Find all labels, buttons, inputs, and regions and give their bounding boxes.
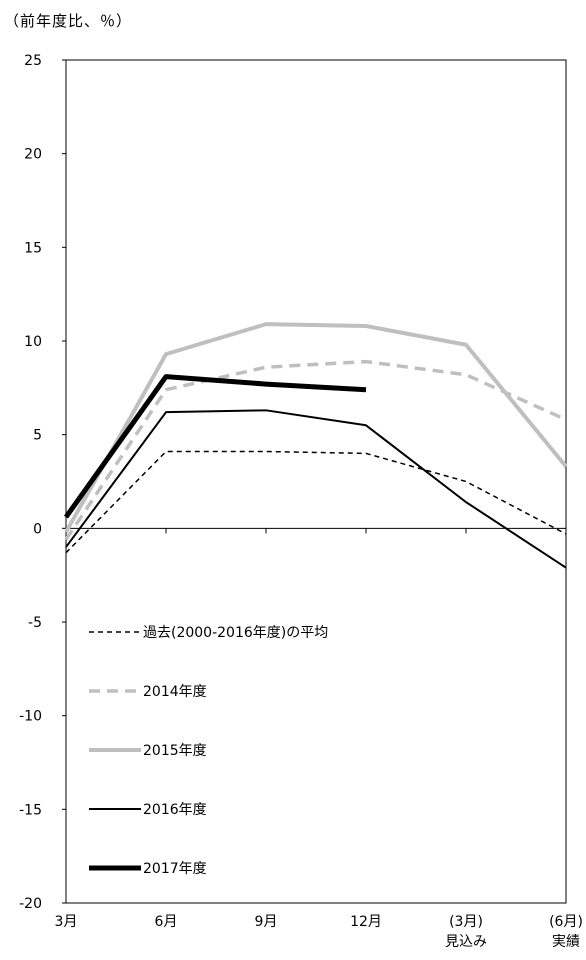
x-tick-label: 3月: [55, 914, 78, 930]
legend: 過去(2000-2016年度)の平均 2014年度 2015年度 2016年度 2017…: [89, 625, 328, 877]
series-line-4: [63, 374, 367, 519]
x-tick-sublabel: 見込み: [445, 934, 487, 950]
legend-label-2: 2015年度: [143, 743, 207, 759]
series-line-2: [64, 322, 568, 534]
plot-frame: [65, 59, 567, 904]
x-tick-label: 9月: [255, 914, 278, 930]
x-tick-label: 12月: [350, 914, 382, 930]
y-tick-label: 10: [24, 334, 42, 350]
y-tick-label: 25: [24, 53, 42, 69]
y-tick-label: 0: [33, 521, 42, 537]
x-tick-label: 6月: [155, 914, 178, 930]
series-layer: [63, 322, 568, 569]
series-line-1: [64, 359, 567, 541]
series-line-3: [65, 409, 567, 569]
x-tick-label: (3月): [449, 914, 483, 930]
legend-label-0: 過去(2000-2016年度)の平均: [143, 625, 328, 641]
y-tick-label: -5: [28, 615, 42, 631]
y-tick-label: -20: [19, 896, 42, 912]
unit-label: （前年度比、％）: [4, 12, 133, 30]
x-tick-sublabel: 実績: [552, 934, 580, 950]
y-tick-label: 5: [33, 428, 42, 444]
y-tick-label: 20: [24, 147, 42, 163]
y-tick-label: -15: [19, 802, 42, 818]
y-tick-label: -10: [19, 709, 42, 725]
series-line-0: [65, 450, 567, 554]
legend-label-4: 2017年度: [143, 861, 207, 877]
axes: -20 -15 -10 -5 0 5 10 15 20 25 3月 6月 9月 12月 (3月) 見込み (6月…: [19, 53, 583, 950]
legend-label-1: 2014年度: [143, 684, 207, 700]
y-tick-label: 15: [24, 240, 42, 256]
x-tick-label: (6月): [549, 914, 583, 930]
legend-label-3: 2016年度: [143, 802, 207, 818]
